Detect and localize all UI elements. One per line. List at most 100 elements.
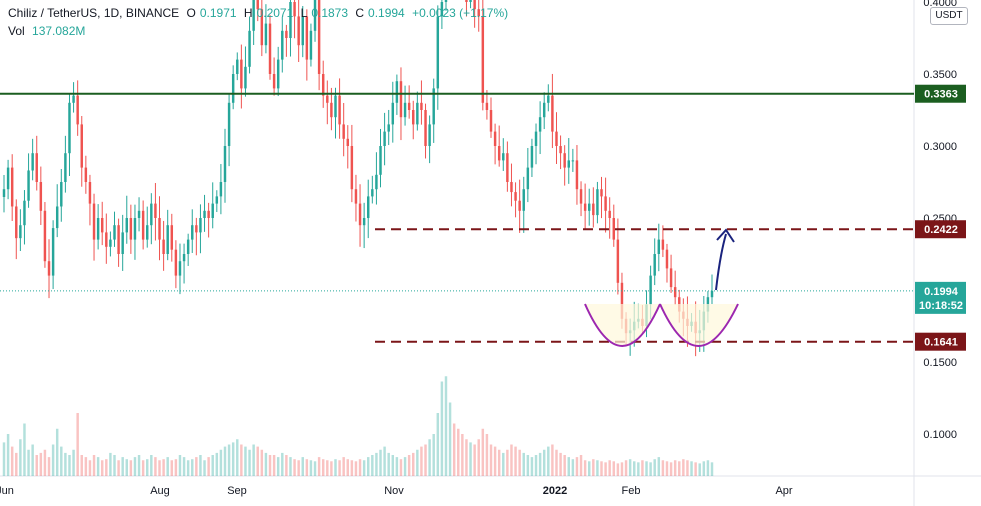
candle-body	[649, 275, 652, 305]
candle-body	[211, 203, 214, 218]
volume-bar	[195, 457, 198, 476]
currency-button[interactable]: USDT	[930, 7, 968, 25]
candle-body	[583, 203, 587, 211]
volume-bar	[510, 444, 513, 476]
candle-body	[559, 146, 562, 154]
volume-bar	[710, 462, 714, 476]
candle-body	[2, 189, 6, 197]
volume-bar	[76, 413, 79, 476]
volume-bar	[191, 459, 194, 476]
candle-body	[60, 182, 63, 207]
level-price-label: 0.2422	[924, 224, 958, 236]
candle-body	[407, 102, 411, 110]
volume-bar	[211, 455, 214, 476]
volume-bar	[207, 457, 210, 476]
candle-body	[27, 170, 30, 201]
volume-bar	[583, 460, 587, 476]
candle-body	[289, 1, 292, 38]
volume-bar	[383, 446, 386, 476]
volume-bar	[518, 449, 521, 476]
volume-bar	[551, 444, 554, 476]
candle-body	[416, 102, 419, 125]
candle-body	[252, 0, 255, 31]
volume-bar	[326, 460, 329, 476]
candle-body	[199, 218, 202, 233]
candle-body	[391, 102, 395, 125]
candle-body	[154, 203, 157, 218]
volume-bar	[412, 452, 415, 476]
candle-body	[117, 225, 120, 254]
volume-bar	[342, 457, 345, 476]
volume-bar	[678, 461, 681, 476]
candle-body	[518, 200, 521, 211]
candle-body	[223, 146, 227, 182]
volume-bar	[88, 460, 92, 476]
volume-bar	[248, 449, 251, 476]
volume-bar	[68, 455, 71, 476]
candle-body	[338, 95, 341, 125]
close-label: C	[355, 6, 365, 20]
volume-bar	[2, 442, 6, 476]
candle-body	[125, 218, 129, 233]
candle-body	[379, 146, 382, 175]
last-price-label: 0.1994	[924, 286, 959, 298]
resistance-price-tag	[915, 84, 966, 103]
candle-body	[321, 74, 325, 96]
pattern-arc-right	[659, 303, 739, 347]
symbol-title: Chiliz / TetherUS, 1D, BINANCE	[8, 6, 180, 20]
volume-bar	[264, 452, 268, 476]
volume-bar	[469, 442, 472, 476]
candle-body	[551, 95, 554, 132]
y-tick-label: 0.4000	[923, 0, 957, 9]
volume-bar	[272, 455, 276, 476]
candle-body	[162, 239, 165, 254]
candle-body	[579, 189, 583, 204]
candle-body	[342, 124, 345, 139]
candle-body	[436, 16, 440, 89]
volume-bar	[628, 459, 632, 476]
volume-bar	[252, 444, 255, 476]
volume-bar	[35, 455, 38, 476]
x-tick-label: 2022	[543, 485, 567, 497]
candle-body	[297, 16, 300, 46]
candle-body	[465, 0, 468, 2]
candle-body	[150, 203, 153, 226]
volume-bar	[129, 460, 133, 476]
candle-body	[105, 232, 108, 247]
candle-body	[227, 102, 231, 146]
candle-body	[469, 0, 472, 2]
volume-bar	[502, 452, 505, 476]
volume-bar	[362, 460, 366, 476]
candle-body	[219, 182, 223, 197]
volume-bar	[497, 449, 501, 476]
volume-bar	[305, 459, 309, 476]
candle-body	[399, 81, 403, 118]
volume-bar	[113, 455, 116, 476]
volume-bar	[31, 444, 34, 476]
volume-bar	[268, 455, 272, 476]
volume-bar	[321, 459, 325, 476]
volume-label: Vol	[8, 24, 25, 38]
volume-bar	[387, 452, 390, 476]
candle-body	[15, 206, 18, 239]
change-value: +0.0023 (+1.17%)	[412, 6, 509, 20]
volume-bar	[428, 439, 431, 476]
candle-body	[35, 153, 38, 182]
candle-body	[440, 1, 444, 17]
volume-bar	[60, 446, 63, 476]
volume-bar	[154, 457, 157, 476]
candle-body	[616, 239, 620, 283]
candle-body	[354, 189, 358, 204]
candle-body	[174, 249, 178, 276]
candle-body	[166, 225, 169, 254]
volume-bar	[141, 460, 145, 476]
candle-body	[215, 196, 219, 204]
volume-bar	[334, 459, 337, 476]
volume-bar	[84, 457, 88, 476]
volume-bar	[493, 446, 497, 476]
volume-bar	[420, 446, 423, 476]
candle-body	[412, 110, 415, 125]
volume-bar	[530, 457, 534, 476]
volume-bar	[473, 444, 476, 476]
